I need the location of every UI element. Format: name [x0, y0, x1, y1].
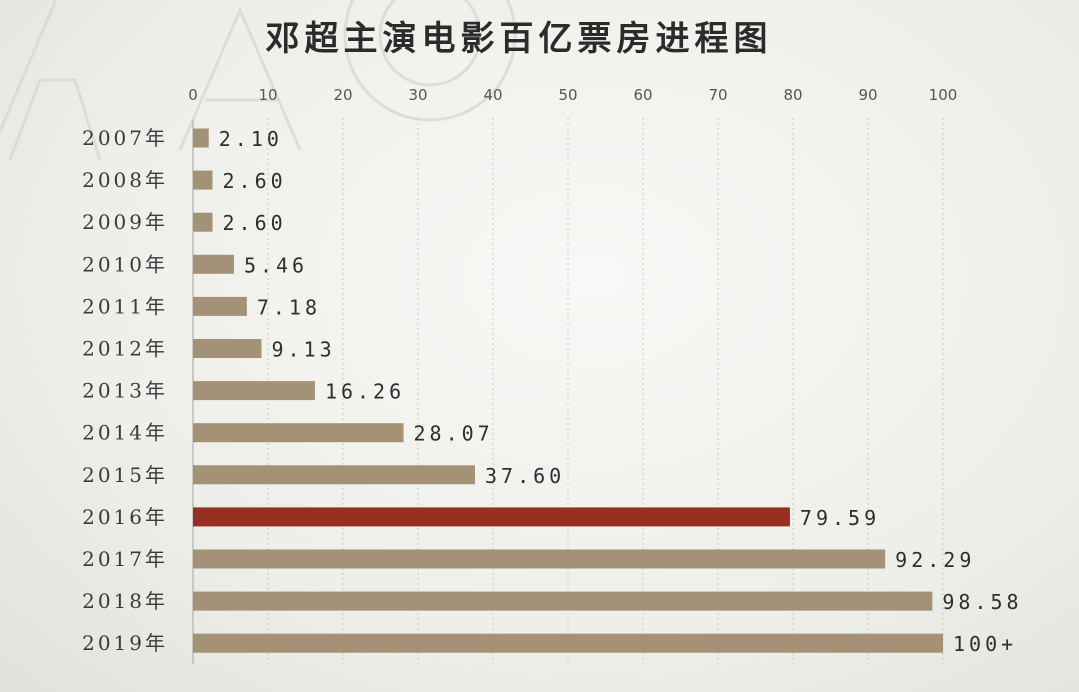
x-tick-label: 100: [929, 86, 958, 104]
x-tick-label: 50: [558, 86, 577, 104]
x-tick-label: 40: [483, 86, 502, 104]
category-label: 2017年: [82, 547, 168, 571]
x-tick-label: 80: [783, 86, 802, 104]
bar: [193, 212, 213, 232]
bar: [193, 170, 213, 190]
bar: [193, 633, 943, 653]
x-tick-label: 90: [858, 86, 877, 104]
category-label: 2019年: [82, 631, 168, 655]
category-label: 2014年: [82, 421, 168, 445]
bar: [193, 423, 404, 443]
bar: [193, 254, 234, 274]
x-tick-label: 10: [258, 86, 277, 104]
value-label: 9.13: [271, 338, 335, 362]
gridlines: [267, 118, 944, 664]
value-label: 2.10: [219, 127, 283, 151]
value-label: 5.46: [244, 253, 308, 277]
bar: [193, 549, 886, 569]
x-tick-label: 60: [633, 86, 652, 104]
bar: [193, 339, 262, 358]
value-labels: 2.10 2.60 2.60 5.46 7.18 9.13 16.26 28.07 37.60 7…: [219, 127, 1022, 656]
category-label: 2018年: [82, 589, 168, 613]
bar: [193, 465, 475, 485]
category-label: 2015年: [82, 463, 168, 487]
category-label: 2010年: [82, 252, 168, 276]
category-label: 2011年: [82, 294, 168, 318]
value-label: 100+: [953, 632, 1017, 656]
bar: [193, 296, 247, 316]
bars: [193, 128, 943, 653]
value-label: 2.60: [223, 169, 287, 193]
x-tick-label: 30: [408, 86, 427, 104]
chart-title: 邓超主演电影百亿票房进程图: [266, 19, 773, 59]
category-label: 2007年: [82, 126, 168, 150]
bar: [193, 591, 933, 611]
category-label: 2013年: [82, 379, 168, 403]
category-label: 2012年: [82, 337, 168, 361]
value-label: 7.18: [257, 295, 321, 319]
bar: [193, 507, 790, 527]
category-label: 2008年: [82, 168, 168, 192]
value-label: 28.07: [414, 422, 494, 446]
category-label: 2009年: [82, 210, 168, 234]
bar: [193, 128, 209, 148]
value-label: 79.59: [800, 506, 880, 530]
background-watermark: [0, 0, 517, 161]
value-label: 92.29: [895, 548, 975, 572]
bar: [193, 381, 315, 401]
value-label: 16.26: [325, 380, 405, 404]
value-label: 2.60: [223, 211, 287, 235]
value-label: 98.58: [942, 590, 1022, 614]
category-label: 2016年: [82, 505, 168, 529]
category-labels: 2007年 2008年 2009年 2010年 2011年 2012年 2013年 2014年…: [82, 126, 168, 655]
x-tick-label: 20: [333, 86, 352, 104]
x-axis-ticks: 0 10 20 30 40 50 60 70 80 90 100: [188, 86, 957, 104]
x-tick-label: 70: [708, 86, 727, 104]
value-label: 37.60: [485, 464, 565, 488]
x-tick-label: 0: [188, 86, 198, 104]
